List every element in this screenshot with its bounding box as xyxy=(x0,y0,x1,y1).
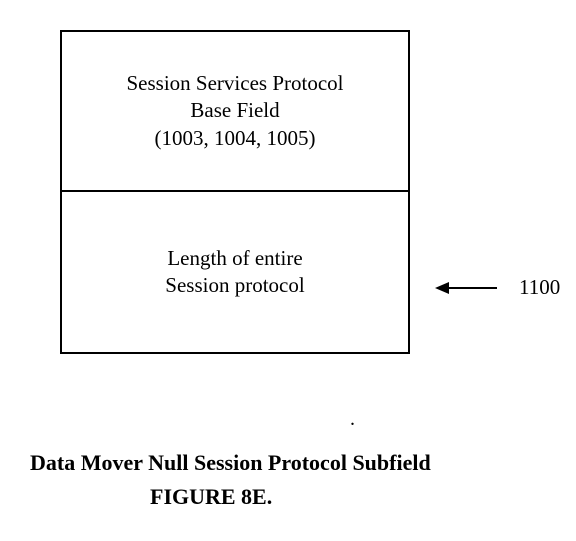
base-field-cell: Session Services Protocol Base Field (10… xyxy=(62,32,408,192)
length-field-cell: Length of entire Session protocol xyxy=(62,192,408,352)
cell-line: Length of entire xyxy=(167,245,302,272)
stray-dot: . xyxy=(350,408,355,431)
arrow-left-icon xyxy=(435,278,499,298)
caption-title: Data Mover Null Session Protocol Subfiel… xyxy=(30,450,546,476)
reference-number: 1100 xyxy=(519,275,560,300)
cell-line: Session Services Protocol xyxy=(127,70,344,97)
cell-line: Session protocol xyxy=(165,272,304,299)
protocol-field-table: Session Services Protocol Base Field (10… xyxy=(60,30,410,354)
cell-line: Base Field xyxy=(190,97,279,124)
caption-figure-label: FIGURE 8E. xyxy=(150,484,546,510)
reference-annotation: 1100 xyxy=(435,275,560,300)
figure-caption: Data Mover Null Session Protocol Subfiel… xyxy=(30,450,546,510)
cell-line: (1003, 1004, 1005) xyxy=(155,125,316,152)
